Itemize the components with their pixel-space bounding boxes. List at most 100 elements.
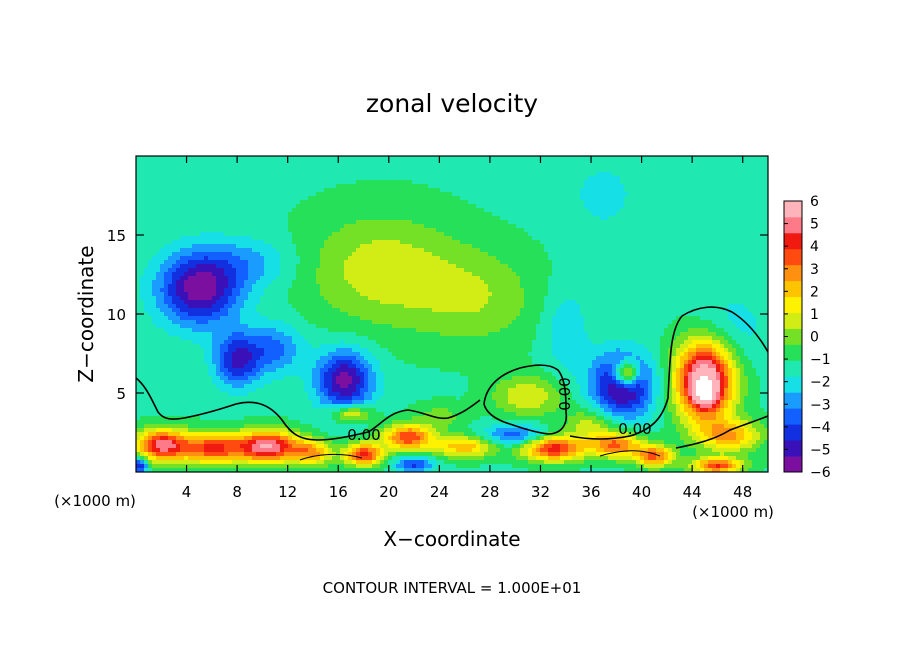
field-cell [512,252,517,257]
field-cell [280,176,285,181]
field-cell [252,264,257,269]
field-cell [544,256,549,261]
field-cell [308,168,313,173]
field-cell [420,264,425,269]
field-cell [460,268,465,273]
field-cell [632,224,637,229]
field-cell [228,184,233,189]
field-cell [732,168,737,173]
field-cell [212,176,217,181]
field-cell [160,248,165,253]
field-cell [368,224,373,229]
field-cell [276,276,281,281]
field-cell [680,236,685,241]
field-cell [368,240,373,245]
field-cell [228,232,233,237]
field-cell [176,160,181,165]
field-cell [704,244,709,249]
field-cell [300,240,305,245]
field-cell [532,272,537,277]
field-cell [328,224,333,229]
field-cell [240,240,245,245]
field-cell [536,196,541,201]
field-cell [396,212,401,217]
field-cell [680,168,685,173]
field-cell [688,248,693,253]
field-cell [268,204,273,209]
field-cell [144,176,149,181]
field-cell [448,204,453,209]
field-cell [408,196,413,201]
field-cell [288,280,293,285]
field-cell [332,260,337,265]
field-cell [476,236,481,241]
field-cell [444,280,449,285]
field-cell [720,248,725,253]
field-cell [640,256,645,261]
field-cell [200,268,205,273]
field-cell [488,180,493,185]
field-cell [272,204,277,209]
field-cell [188,176,193,181]
field-cell [532,204,537,209]
field-cell [328,260,333,265]
field-cell [504,208,509,213]
field-cell [516,232,521,237]
field-cell [516,164,521,169]
field-cell [288,272,293,277]
field-cell [164,272,169,277]
field-cell [508,160,513,165]
field-cell [284,192,289,197]
field-cell [636,160,641,165]
field-cell [296,264,301,269]
field-cell [456,192,461,197]
field-cell [572,212,577,217]
field-cell [708,220,713,225]
field-cell [696,184,701,189]
field-cell [672,268,677,273]
field-cell [496,224,501,229]
field-cell [648,216,653,221]
field-cell [236,196,241,201]
field-cell [428,236,433,241]
field-cell [268,224,273,229]
field-cell [368,248,373,253]
field-cell [616,244,621,249]
field-cell [700,156,705,161]
field-cell [212,276,217,281]
field-cell [580,236,585,241]
field-cell [320,216,325,221]
field-cell [460,264,465,269]
field-cell [436,168,441,173]
field-cell [724,268,729,273]
field-cell [572,248,577,253]
field-cell [200,180,205,185]
field-cell [292,216,297,221]
field-cell [336,268,341,273]
field-cell [240,216,245,221]
field-cell [140,176,145,181]
field-cell [372,228,377,233]
field-cell [268,168,273,173]
field-cell [348,168,353,173]
field-cell [708,272,713,277]
field-cell [428,196,433,201]
field-cell [392,264,397,269]
field-cell [356,248,361,253]
field-cell [636,200,641,205]
field-cell [272,272,277,277]
field-cell [352,212,357,217]
field-cell [412,244,417,249]
field-cell [408,232,413,237]
field-cell [212,196,217,201]
field-cell [592,272,597,277]
field-cell [192,212,197,217]
field-cell [596,156,601,161]
field-cell [648,204,653,209]
field-cell [332,280,337,285]
field-cell [700,224,705,229]
field-cell [140,244,145,249]
field-cell [364,228,369,233]
field-cell [212,240,217,245]
field-cell [196,208,201,213]
